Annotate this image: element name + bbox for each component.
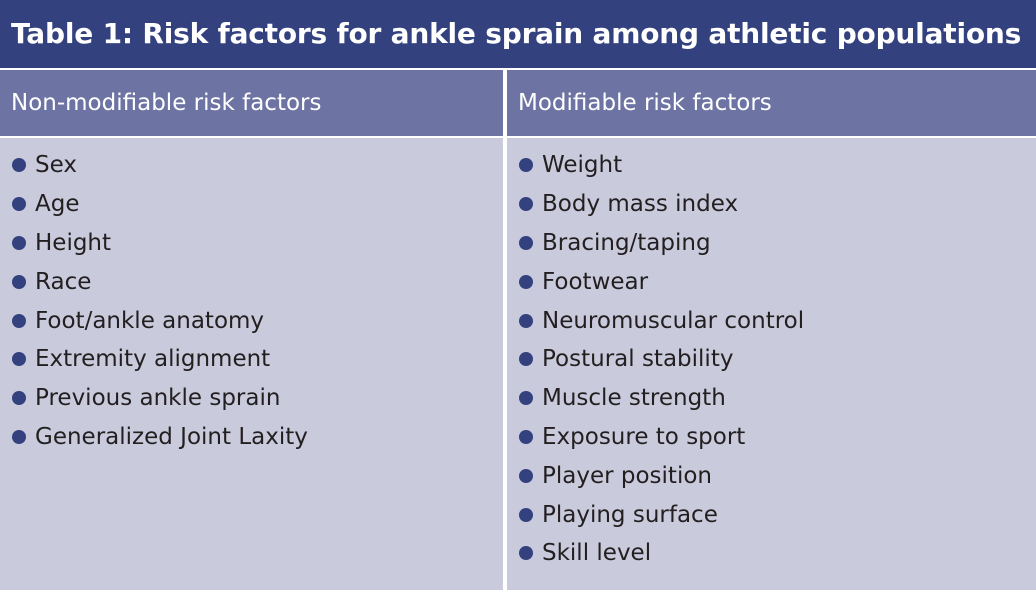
- list-item-label: Postural stability: [542, 346, 734, 373]
- list-item-label: Body mass index: [542, 191, 739, 218]
- bullet-dot-icon: [12, 429, 26, 444]
- list-item-label: Footwear: [542, 268, 649, 295]
- bullet-dot-icon: [519, 158, 533, 173]
- list-item-label: Generalized Joint Laxity: [35, 423, 308, 450]
- list-item-label: Muscle strength: [542, 385, 726, 412]
- bullet-dot-icon: [12, 352, 26, 367]
- bullet-dot-icon: [12, 235, 26, 250]
- list-item: Muscle strength: [519, 379, 804, 418]
- list-item-label: Race: [35, 268, 92, 295]
- list-item: Sex: [12, 146, 308, 185]
- list-item: Neuromuscular control: [519, 301, 804, 340]
- bullet-dot-icon: [519, 235, 533, 250]
- list-item-label: Exposure to sport: [542, 423, 746, 450]
- bullet-dot-icon: [519, 391, 533, 406]
- non-modifiable-column: Non-modifiable risk factors Sex Age Height…: [0, 70, 503, 590]
- list-item: Race: [12, 262, 308, 301]
- list-item: Age: [12, 185, 308, 224]
- bullet-dot-icon: [12, 313, 26, 328]
- list-item: Body mass index: [519, 185, 804, 224]
- list-item-label: Previous ankle sprain: [35, 385, 281, 412]
- list-item: Extremity alignment: [12, 340, 308, 379]
- table-title-bar: Table 1: Risk factors for ankle sprain a…: [0, 0, 1036, 68]
- list-item-label: Bracing/taping: [542, 229, 711, 256]
- list-item: Foot/ankle anatomy: [12, 301, 308, 340]
- bullet-dot-icon: [519, 274, 533, 289]
- list-item-label: Sex: [35, 152, 77, 179]
- list-item-label: Weight: [542, 152, 623, 179]
- column-body: Weight Body mass index Bracing/taping Footw…: [507, 138, 1036, 590]
- list-item-label: Player position: [542, 462, 712, 489]
- list-item: Height: [12, 224, 308, 263]
- list-item: Player position: [519, 456, 804, 495]
- bullet-dot-icon: [519, 429, 533, 444]
- bullet-dot-icon: [519, 546, 533, 561]
- bullet-dot-icon: [519, 197, 533, 212]
- list-item-label: Age: [35, 191, 80, 218]
- list-item: Generalized Joint Laxity: [12, 418, 308, 457]
- bullet-dot-icon: [519, 313, 533, 328]
- bullet-dot-icon: [12, 197, 26, 212]
- list-item: Postural stability: [519, 340, 804, 379]
- column-header-label: Non-modifiable risk factors: [11, 90, 322, 116]
- list-item: Footwear: [519, 262, 804, 301]
- column-header: Non-modifiable risk factors: [0, 70, 503, 136]
- list-item-label: Extremity alignment: [35, 346, 271, 373]
- column-header-label: Modifiable risk factors: [518, 90, 772, 116]
- list-item: Previous ankle sprain: [12, 379, 308, 418]
- modifiable-list: Weight Body mass index Bracing/taping Footw…: [519, 146, 804, 573]
- column-body: Sex Age Height Race Foot/ankle anatomy Extrem…: [0, 138, 503, 590]
- bullet-dot-icon: [12, 158, 26, 173]
- bullet-dot-icon: [519, 352, 533, 367]
- bullet-dot-icon: [519, 507, 533, 522]
- list-item: Bracing/taping: [519, 224, 804, 263]
- table-title: Table 1: Risk factors for ankle sprain a…: [11, 17, 1022, 50]
- non-modifiable-list: Sex Age Height Race Foot/ankle anatomy Extrem…: [12, 146, 308, 456]
- list-item: Playing surface: [519, 495, 804, 534]
- list-item-label: Height: [35, 229, 112, 256]
- modifiable-column: Modifiable risk factors Weight Body mass …: [507, 70, 1036, 590]
- bullet-dot-icon: [12, 391, 26, 406]
- list-item: Exposure to sport: [519, 418, 804, 457]
- column-header: Modifiable risk factors: [507, 70, 1036, 136]
- list-item: Weight: [519, 146, 804, 185]
- list-item-label: Skill level: [542, 540, 652, 567]
- bullet-dot-icon: [12, 274, 26, 289]
- list-item: Skill level: [519, 534, 804, 573]
- bullet-dot-icon: [519, 468, 533, 483]
- list-item-label: Foot/ankle anatomy: [35, 307, 265, 334]
- list-item-label: Neuromuscular control: [542, 307, 805, 334]
- list-item-label: Playing surface: [542, 501, 718, 528]
